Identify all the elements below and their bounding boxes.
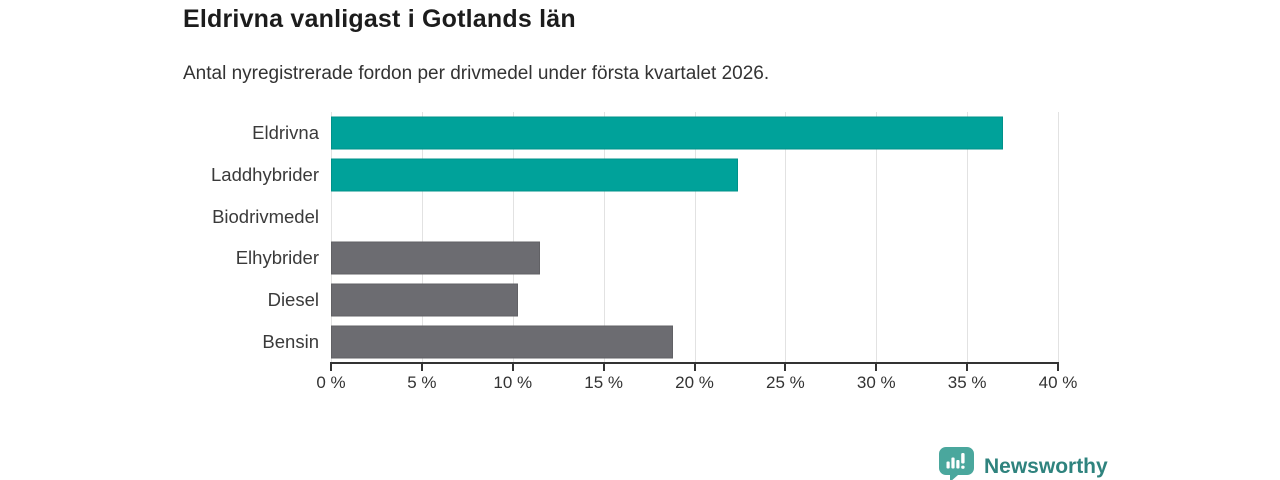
x-tick-label-40: 40 %	[1038, 373, 1078, 392]
x-tick-25	[784, 364, 787, 371]
x-tick-label-35: 35 %	[947, 373, 987, 392]
x-tick-label-30: 30 %	[856, 373, 896, 392]
category-label-biodrivmedel: Biodrivmedel	[212, 205, 319, 227]
bar-elhybrider	[331, 241, 540, 275]
x-tick-label-15: 15 %	[584, 373, 623, 392]
category-label-diesel: Diesel	[267, 289, 319, 311]
category-label-bensin: Bensin	[262, 331, 319, 353]
gridline-30	[876, 112, 878, 363]
gridline-40	[1058, 112, 1059, 363]
x-axis-line	[330, 362, 1059, 364]
x-tick-label-5: 5 %	[407, 373, 437, 392]
plot-area	[331, 112, 1059, 363]
x-tick-35	[966, 364, 969, 371]
category-label-eldrivna: Eldrivna	[252, 121, 319, 143]
chart-title: Eldrivna vanligast i Gotlands län	[183, 5, 576, 33]
gridline-0	[331, 112, 332, 363]
newsworthy-logo-icon	[938, 446, 975, 480]
category-label-elhybrider: Elhybrider	[235, 247, 319, 269]
gridline-35	[967, 112, 969, 363]
bar-bensin	[331, 325, 673, 359]
chart-subtitle: Antal nyregistrerade fordon per drivmede…	[183, 63, 770, 84]
bar-laddhybrider	[331, 158, 739, 192]
bar-row-eldrivna	[331, 112, 1058, 154]
bar-row-biodrivmedel	[331, 196, 1058, 238]
bar-row-laddhybrider	[331, 154, 1058, 196]
x-tick-label-0: 0 %	[316, 373, 346, 392]
bar-diesel	[331, 283, 519, 317]
x-tick-40	[1057, 364, 1059, 371]
bar-row-bensin	[331, 321, 1058, 363]
gridline-10	[512, 112, 514, 363]
gridline-15	[603, 112, 605, 363]
gridline-25	[785, 112, 787, 363]
gridline-5	[421, 112, 423, 363]
gridline-20	[694, 112, 696, 363]
category-label-laddhybrider: Laddhybrider	[211, 163, 319, 185]
bar-eldrivna	[331, 116, 1004, 150]
x-tick-label-10: 10 %	[493, 373, 533, 392]
bar-row-diesel	[331, 279, 1058, 321]
x-tick-label-25: 25 %	[766, 373, 805, 392]
x-tick-20	[693, 364, 696, 371]
x-tick-5	[420, 364, 423, 371]
x-tick-15	[602, 364, 605, 371]
x-tick-10	[511, 364, 514, 371]
newsworthy-brand: Newsworthy	[938, 446, 1108, 480]
bar-row-elhybrider	[331, 238, 1058, 280]
category-axis: Eldrivna Laddhybrider Biodrivmedel Elhybrid…	[90, 112, 319, 363]
x-tick-30	[875, 364, 878, 371]
newsworthy-brand-name: Newsworthy	[984, 454, 1108, 478]
x-tick-label-20: 20 %	[675, 373, 714, 392]
x-tick-0	[330, 364, 332, 371]
